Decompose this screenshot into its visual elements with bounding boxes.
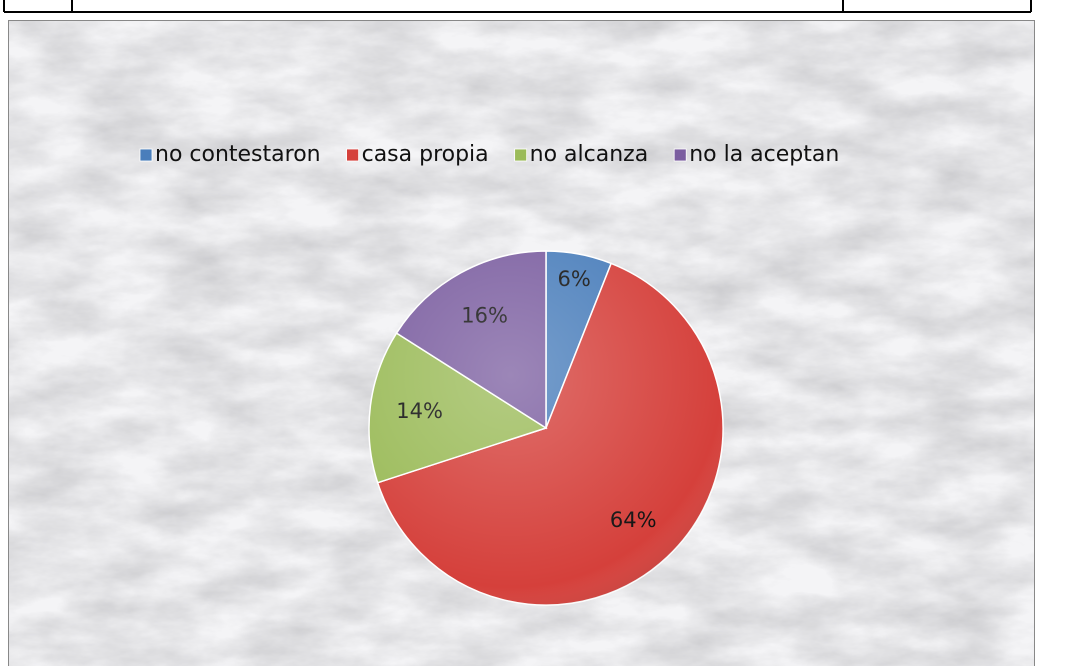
- data-label: 6%: [558, 267, 591, 291]
- legend-label: no la aceptan: [689, 142, 839, 167]
- legend-label: casa propia: [362, 142, 489, 167]
- pie: 6% 64% 14% 16%: [369, 251, 723, 605]
- data-label: 16%: [461, 303, 508, 327]
- data-label: 64%: [610, 508, 657, 532]
- data-label: 14%: [396, 399, 443, 423]
- page: {"chart_data": {"type": "pie", "categori…: [0, 0, 1066, 666]
- legend-swatch: [674, 149, 686, 161]
- legend-swatch: [140, 149, 152, 161]
- table-border: [4, 0, 1031, 12]
- legend-swatch: [515, 149, 527, 161]
- legend-label: no contestaron: [155, 142, 321, 167]
- chart: no contestaron casa propia no alcanza no la…: [0, 0, 1066, 666]
- legend-swatch: [347, 149, 359, 161]
- legend-label: no alcanza: [530, 142, 649, 167]
